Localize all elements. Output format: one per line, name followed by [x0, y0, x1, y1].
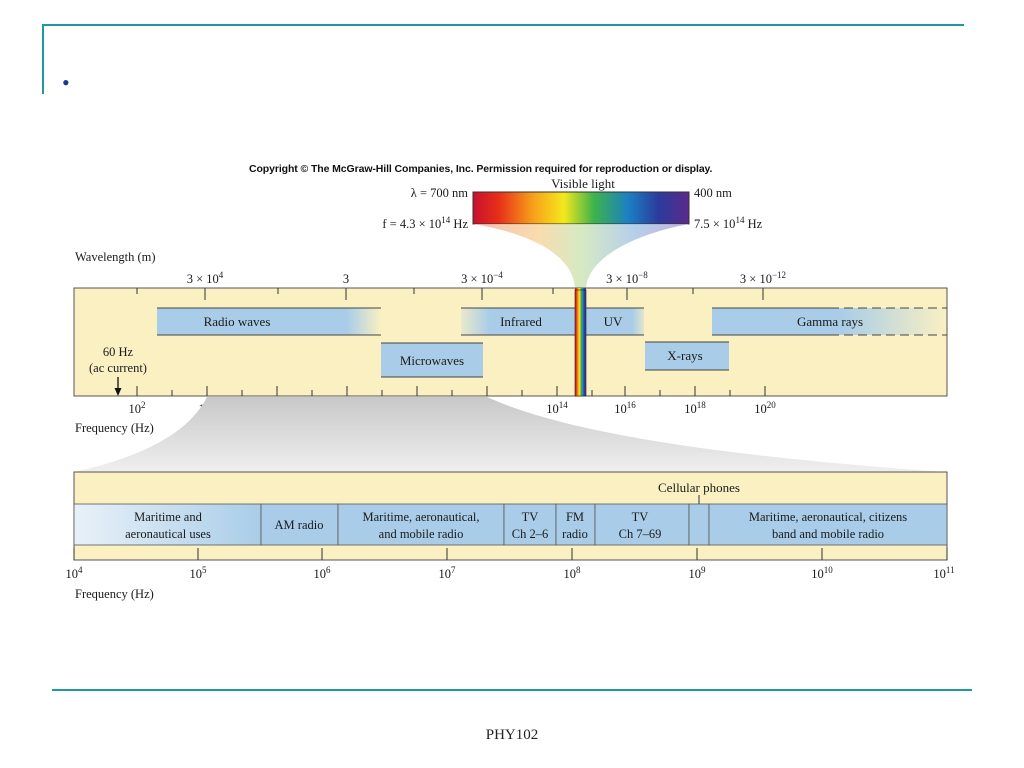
ac-current-label-line2: (ac current) [89, 361, 147, 375]
top-spectrum-band [73, 287, 948, 397]
band-label: Ch 2–6 [512, 527, 548, 541]
infrared-region [461, 308, 575, 335]
cellular-phones-label: Cellular phones [658, 480, 740, 495]
bottom-frequency-tick-label: 109 [689, 565, 707, 581]
uv-label: UV [604, 314, 623, 329]
radio-waves-label: Radio waves [204, 314, 271, 329]
gamma-rays-region [712, 308, 947, 335]
wavelength-tick-label: 3 [343, 272, 349, 286]
wavelength-ticks [136, 288, 764, 300]
slide-bottom-rule [52, 689, 972, 691]
zoom-funnel [74, 397, 947, 472]
frequency-high-prefix: 7.5 × 10 [694, 217, 735, 231]
top-frequency-axis-label: Frequency (Hz) [75, 421, 154, 435]
band-tv-ch7-69 [594, 503, 690, 546]
visible-light-fan [473, 224, 689, 290]
bottom-frequency-tick-label: 105 [190, 565, 208, 581]
band-cellular [688, 503, 710, 546]
band-label: radio [562, 527, 588, 541]
band-maritime-mobile [337, 503, 505, 546]
frequency-high-exp: 14 [735, 215, 745, 225]
uv-region [586, 308, 644, 335]
wavelength-axis-label: Wavelength (m) [75, 250, 156, 264]
frequency-low-unit: Hz [450, 217, 468, 231]
frequency-tick-label: 1016 [614, 400, 636, 416]
band-label: Maritime, aeronautical, citizens [749, 510, 907, 524]
band-label: Maritime, aeronautical, [363, 510, 480, 524]
microwaves-label: Microwaves [400, 353, 464, 368]
band-maritime-citizens [708, 503, 948, 546]
band-label: FM [566, 510, 584, 524]
slide-bullet: • [62, 70, 70, 95]
bottom-frequency-tick-label: 1010 [811, 565, 833, 581]
xrays-region [645, 342, 729, 370]
band-label: AM radio [275, 518, 324, 532]
bottom-frequency-tick-label: 106 [314, 565, 332, 581]
xrays-label: X-rays [667, 348, 702, 363]
wavelength-tick-label: 3 × 10−12 [740, 270, 786, 286]
band-fm-radio [555, 503, 596, 546]
wavelength-400nm-label: 400 nm [694, 186, 732, 200]
slide-left-rule [42, 24, 44, 94]
bottom-frequency-tick-label: 104 [66, 565, 84, 581]
wavelength-700nm-label: λ = 700 nm [411, 186, 468, 200]
copyright-notice: Copyright © The McGraw-Hill Companies, I… [249, 163, 713, 175]
visible-light-title: Visible light [551, 176, 615, 191]
frequency-tick-label: 1018 [684, 400, 706, 416]
wavelength-tick-label: 3 × 10−4 [461, 270, 503, 286]
radio-waves-region [157, 308, 381, 335]
infrared-label: Infrared [500, 314, 542, 329]
frequency-low-label: f = 4.3 × 1014 Hz [382, 215, 468, 231]
frequency-tick-label: 102 [129, 400, 146, 416]
frequency-low-exp: 14 [441, 215, 451, 225]
frequency-low-prefix: f = 4.3 × 10 [382, 217, 441, 231]
frequency-ticks [136, 386, 766, 396]
band-label: TV [632, 510, 649, 524]
visible-light-stripe [575, 288, 586, 396]
slide-footer: PHY102 [485, 727, 539, 743]
band-label: aeronautical uses [125, 527, 211, 541]
slide-top-rule [42, 24, 964, 26]
visible-light-group: Visible light λ = 700 nm 400 nm f = 4.3 … [382, 176, 763, 290]
bottom-frequency-tick-label: 107 [439, 565, 457, 581]
frequency-tick-label: 1020 [754, 400, 776, 416]
band-maritime-aeronautical [73, 503, 262, 546]
bottom-frequency-tick-label: 1011 [933, 565, 954, 581]
top-spectrum: Wavelength (m) 3 × 104 3 3 × 10−4 3 × 10… [73, 250, 948, 435]
gamma-rays-label: Gamma rays [797, 314, 863, 329]
ac-current-label-line1: 60 Hz [103, 345, 134, 359]
bottom-frequency-ticks [73, 548, 948, 560]
band-label: band and mobile radio [772, 527, 884, 541]
bottom-frequency-axis-label: Frequency (Hz) [75, 587, 154, 601]
bottom-spectrum: Cellular phones Maritime and aeronautica… [66, 471, 955, 601]
microwaves-region [381, 343, 483, 377]
band-label: TV [522, 510, 539, 524]
band-label: Ch 7–69 [619, 527, 662, 541]
bottom-frequency-tick-label: 108 [564, 565, 582, 581]
frequency-high-label: 7.5 × 1014 Hz [694, 215, 763, 231]
band-label: Maritime and [134, 510, 202, 524]
visible-spectrum-bar [472, 191, 690, 225]
wavelength-tick-label: 3 × 104 [187, 270, 224, 286]
frequency-tick-label: 1014 [546, 400, 568, 416]
band-label: and mobile radio [379, 527, 464, 541]
frequency-high-unit: Hz [744, 217, 762, 231]
band-am-radio [260, 503, 339, 546]
wavelength-tick-label: 3 × 10−8 [606, 270, 648, 286]
ac-current-arrow-icon [114, 377, 122, 396]
